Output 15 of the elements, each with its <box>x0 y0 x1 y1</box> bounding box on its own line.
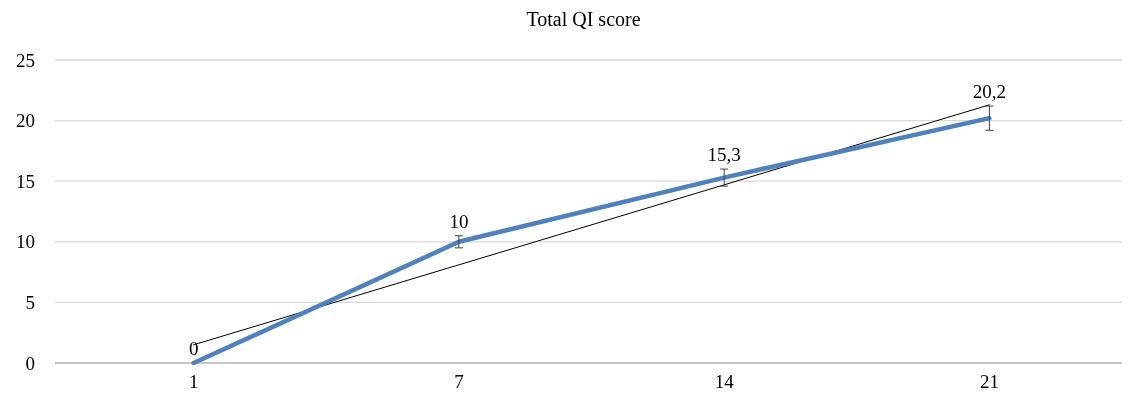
y-tick-label: 5 <box>25 292 35 314</box>
x-tick-label: 7 <box>454 371 464 392</box>
data-label: 15,3 <box>707 144 741 166</box>
y-tick-label: 20 <box>16 110 35 132</box>
chart-title: Total QI score <box>526 8 641 30</box>
x-tick-label: 1 <box>188 371 199 392</box>
x-tick-label: 21 <box>979 371 999 392</box>
data-label: 0 <box>188 338 199 359</box>
y-tick-label: 25 <box>16 49 35 71</box>
y-tick-label: 10 <box>16 231 35 253</box>
y-tick-label: 15 <box>16 170 35 192</box>
y-tick-label: 0 <box>25 352 35 374</box>
x-tick-label: 14 <box>714 371 735 392</box>
data-label: 20,2 <box>972 81 1006 103</box>
data-label: 10 <box>449 210 469 232</box>
